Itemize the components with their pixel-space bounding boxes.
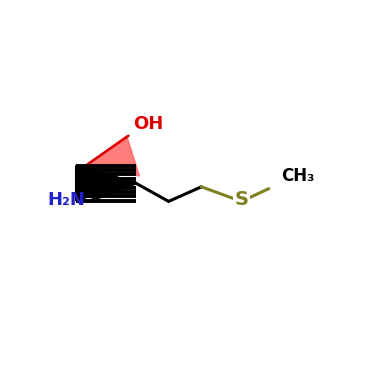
Text: OH: OH xyxy=(133,115,163,133)
Text: CH₃: CH₃ xyxy=(282,167,315,185)
Polygon shape xyxy=(83,136,139,176)
Text: S: S xyxy=(235,190,249,209)
Polygon shape xyxy=(76,166,136,201)
Text: H₂N: H₂N xyxy=(47,191,85,209)
